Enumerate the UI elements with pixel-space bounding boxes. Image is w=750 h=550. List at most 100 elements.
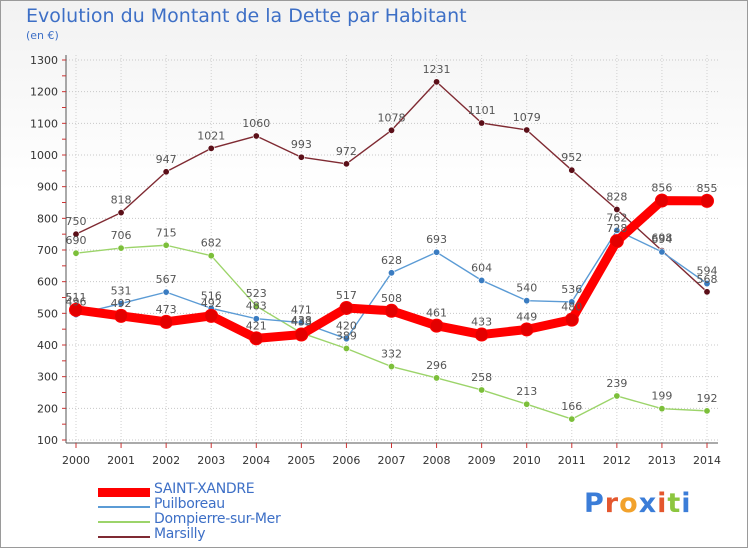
y-tick-label: 100 bbox=[37, 434, 58, 447]
data-label-dompierre-sur-mer: 690 bbox=[66, 234, 87, 247]
data-point-dompierre-sur-mer bbox=[117, 244, 125, 252]
y-tick-label: 1100 bbox=[30, 117, 58, 130]
data-label-puilboreau: 496 bbox=[66, 296, 87, 309]
data-label-dompierre-sur-mer: 523 bbox=[246, 287, 267, 300]
legend-swatch bbox=[98, 487, 150, 497]
data-point-saint-xandre bbox=[204, 308, 219, 323]
data-label-marsilly: 750 bbox=[66, 215, 87, 228]
data-label-marsilly: 1101 bbox=[468, 104, 496, 117]
data-label-puilboreau: 604 bbox=[471, 261, 492, 274]
data-point-saint-xandre bbox=[474, 327, 489, 342]
x-tick-label: 2004 bbox=[242, 454, 270, 467]
data-label-marsilly: 1231 bbox=[423, 63, 451, 76]
data-label-saint-xandre: 492 bbox=[111, 297, 132, 310]
data-point-marsilly bbox=[342, 160, 350, 168]
y-tick-label: 900 bbox=[37, 181, 58, 194]
data-point-dompierre-sur-mer bbox=[568, 415, 576, 423]
data-label-marsilly: 947 bbox=[156, 153, 177, 166]
data-label-puilboreau: 594 bbox=[697, 265, 718, 278]
y-tick-label: 200 bbox=[37, 402, 58, 415]
data-label-marsilly: 818 bbox=[111, 194, 132, 207]
chart-unit-label: (en €) bbox=[26, 29, 59, 42]
data-point-saint-xandre bbox=[159, 314, 174, 329]
data-point-dompierre-sur-mer bbox=[658, 405, 666, 413]
data-label-saint-xandre: 517 bbox=[336, 289, 357, 302]
data-point-saint-xandre bbox=[384, 303, 399, 318]
data-label-dompierre-sur-mer: 258 bbox=[471, 371, 492, 384]
data-point-saint-xandre bbox=[519, 322, 534, 337]
data-label-marsilly: 952 bbox=[561, 151, 582, 164]
data-point-dompierre-sur-mer bbox=[613, 392, 621, 400]
data-label-puilboreau: 471 bbox=[291, 304, 312, 317]
y-tick-label: 1000 bbox=[30, 149, 58, 162]
data-label-puilboreau: 693 bbox=[426, 233, 447, 246]
data-point-puilboreau bbox=[523, 297, 531, 305]
data-label-saint-xandre: 433 bbox=[471, 316, 492, 329]
data-label-saint-xandre: 492 bbox=[201, 297, 222, 310]
data-label-dompierre-sur-mer: 213 bbox=[516, 385, 537, 398]
data-point-saint-xandre bbox=[700, 193, 714, 208]
data-label-dompierre-sur-mer: 389 bbox=[336, 329, 357, 342]
data-point-marsilly bbox=[523, 126, 531, 134]
x-tick-label: 2000 bbox=[62, 454, 90, 467]
data-label-saint-xandre: 473 bbox=[156, 303, 177, 316]
data-label-marsilly: 698 bbox=[651, 232, 672, 245]
data-label-dompierre-sur-mer: 682 bbox=[201, 237, 222, 250]
logo-letter: P bbox=[584, 488, 605, 519]
data-point-marsilly bbox=[387, 126, 395, 134]
y-tick-label: 300 bbox=[37, 371, 58, 384]
data-label-dompierre-sur-mer: 192 bbox=[697, 392, 718, 405]
data-point-saint-xandre bbox=[339, 300, 354, 315]
legend-label: Puilboreau bbox=[154, 496, 225, 512]
data-label-dompierre-sur-mer: 199 bbox=[651, 390, 672, 403]
data-point-puilboreau bbox=[297, 319, 305, 327]
x-tick-label: 2002 bbox=[152, 454, 180, 467]
logo-letter: x bbox=[638, 488, 658, 519]
data-point-marsilly bbox=[252, 132, 260, 140]
data-label-saint-xandre: 855 bbox=[697, 182, 718, 195]
data-point-marsilly bbox=[162, 168, 170, 176]
data-label-dompierre-sur-mer: 296 bbox=[426, 359, 447, 372]
x-tick-label: 2005 bbox=[287, 454, 315, 467]
x-tick-label: 2010 bbox=[513, 454, 541, 467]
legend-label: Marsilly bbox=[154, 526, 206, 542]
data-point-puilboreau bbox=[658, 248, 666, 256]
legend-label: Dompierre-sur-Mer bbox=[154, 511, 281, 527]
data-point-marsilly bbox=[207, 144, 215, 152]
data-label-saint-xandre: 508 bbox=[381, 292, 402, 305]
data-point-marsilly bbox=[72, 230, 80, 238]
data-point-saint-xandre bbox=[609, 234, 624, 249]
data-label-puilboreau: 483 bbox=[246, 300, 267, 313]
data-point-marsilly bbox=[433, 78, 441, 86]
logo-letter: i bbox=[657, 488, 668, 519]
data-label-marsilly: 993 bbox=[291, 138, 312, 151]
legend-swatch bbox=[98, 506, 150, 508]
data-point-marsilly bbox=[297, 153, 305, 161]
proxiti-logo: Proxiti bbox=[584, 488, 692, 519]
data-label-puilboreau: 694 bbox=[651, 233, 672, 246]
data-point-marsilly bbox=[703, 288, 711, 296]
legend-label: SAINT-XANDRE bbox=[154, 481, 255, 497]
data-point-dompierre-sur-mer bbox=[72, 249, 80, 257]
y-tick-label: 400 bbox=[37, 339, 58, 352]
legend-swatch bbox=[98, 521, 150, 523]
data-label-dompierre-sur-mer: 166 bbox=[561, 400, 582, 413]
y-tick-label: 1200 bbox=[30, 86, 58, 99]
data-point-puilboreau bbox=[433, 248, 441, 256]
data-point-marsilly bbox=[568, 166, 576, 174]
data-point-dompierre-sur-mer bbox=[703, 407, 711, 415]
y-tick-label: 1300 bbox=[30, 54, 58, 67]
x-tick-label: 2006 bbox=[332, 454, 360, 467]
data-label-saint-xandre: 856 bbox=[651, 182, 672, 195]
data-point-marsilly bbox=[117, 209, 125, 217]
data-point-marsilly bbox=[613, 205, 621, 213]
x-tick-label: 2008 bbox=[423, 454, 451, 467]
data-label-puilboreau: 531 bbox=[111, 285, 132, 298]
data-point-saint-xandre bbox=[654, 193, 669, 208]
data-point-dompierre-sur-mer bbox=[342, 344, 350, 352]
data-label-marsilly: 1021 bbox=[197, 129, 225, 142]
data-label-saint-xandre: 461 bbox=[426, 307, 447, 320]
data-label-marsilly: 1078 bbox=[378, 111, 406, 124]
data-label-saint-xandre: 433 bbox=[291, 316, 312, 329]
